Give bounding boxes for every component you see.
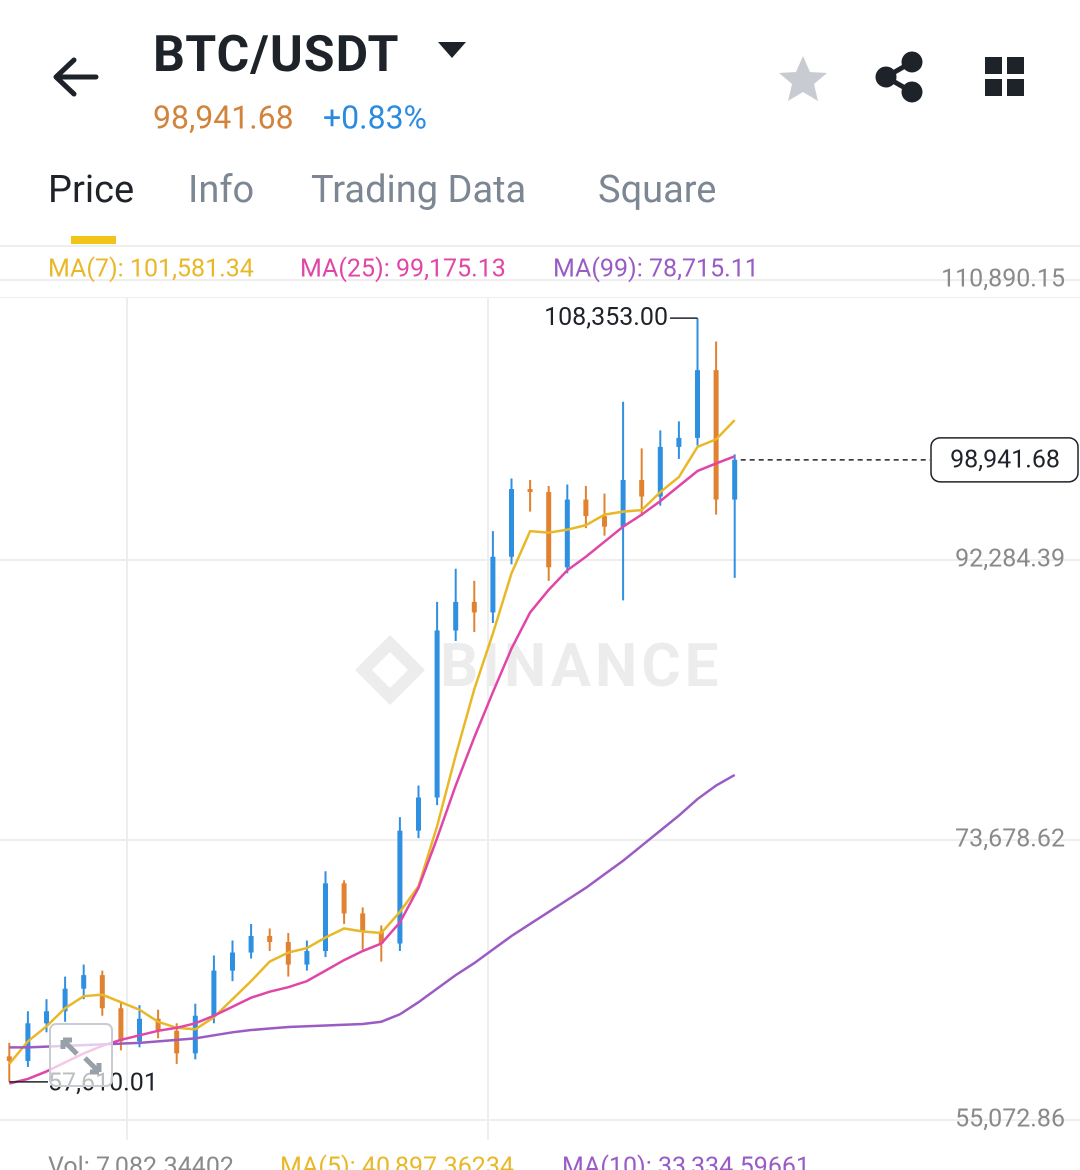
last-price: 98,941.68 [153,98,294,136]
candle-body [695,370,700,438]
candle-body [509,489,514,557]
candle-body [230,952,235,971]
candle-body [434,630,440,798]
candle-body [44,1011,49,1024]
candle-body [137,1018,142,1042]
candle-body [304,951,310,965]
candle-body [62,988,68,1012]
ma-line [8,419,736,1065]
candle-body [174,1030,180,1054]
share-button[interactable] [875,51,923,103]
candle-body [267,935,273,943]
candle-body [676,437,682,447]
y-tick-label: 73,678.62 [955,825,1065,854]
candle-body [99,975,105,1009]
divider [0,297,1080,298]
candle-body [602,516,607,527]
candle-body [657,446,663,497]
candle-body [639,480,645,497]
last-price-label: 98,941.68 [950,445,1060,474]
back-button[interactable] [53,57,99,97]
tab[interactable]: Info [188,168,254,212]
candle-body [341,883,347,914]
expand-button[interactable] [49,1023,113,1087]
candle-body [620,480,626,527]
tab[interactable]: Trading Data [311,168,526,212]
candle-body [248,935,254,953]
legend-entry: MA(7): 101,581.34 [48,255,254,284]
candle-body [527,489,533,493]
candle-body [583,499,589,517]
grid-menu-button[interactable] [985,57,1024,96]
legend-entry: MA(25): 99,175.13 [300,255,506,284]
active-tab-indicator [71,236,116,244]
pair-title[interactable]: BTC/USDT [153,26,399,84]
divider [0,245,1080,247]
candle-body [490,556,496,613]
high-label: 108,353.00 [544,303,668,332]
pair-dropdown[interactable] [438,42,466,58]
candle-body [453,601,459,631]
candle-body [211,970,217,1016]
legend-entry: MA(99): 78,715.11 [553,255,759,284]
candle-body [546,492,552,568]
candle-body [397,830,403,944]
tab[interactable]: Price [48,168,134,212]
candle-body [81,975,87,989]
candle-body [713,370,719,500]
watermark-text: BINANCE [440,630,722,701]
price-change: +0.83% [323,98,427,136]
volume-label: Vol: 7,082.34402 [48,1153,234,1170]
candle-body [323,883,328,952]
y-tick-label: 92,284.39 [955,545,1065,574]
candle-body [378,931,384,944]
last-price-box [930,437,1079,483]
tab[interactable]: Square [598,168,716,212]
candle-body [118,1008,124,1042]
watermark: BINANCE [355,630,722,705]
candle-body [360,913,366,932]
favorite-button[interactable] [779,56,827,101]
volume-ma-label: MA(10): 33,334.59661 [562,1153,810,1170]
candle-body [155,1018,161,1031]
ma-line [9,773,736,1049]
y-tick-label: 55,072.86 [955,1105,1065,1134]
candle-body [416,797,421,831]
candle-body [732,459,738,500]
candle-body [564,499,570,568]
volume-ma-label: MA(5): 40,897.36234 [280,1153,514,1170]
ma-line [9,455,736,1085]
candle-body [471,601,477,613]
y-tick-label: 110,890.15 [941,265,1065,294]
candle-body [6,1056,12,1061]
candle-body [192,1015,198,1054]
